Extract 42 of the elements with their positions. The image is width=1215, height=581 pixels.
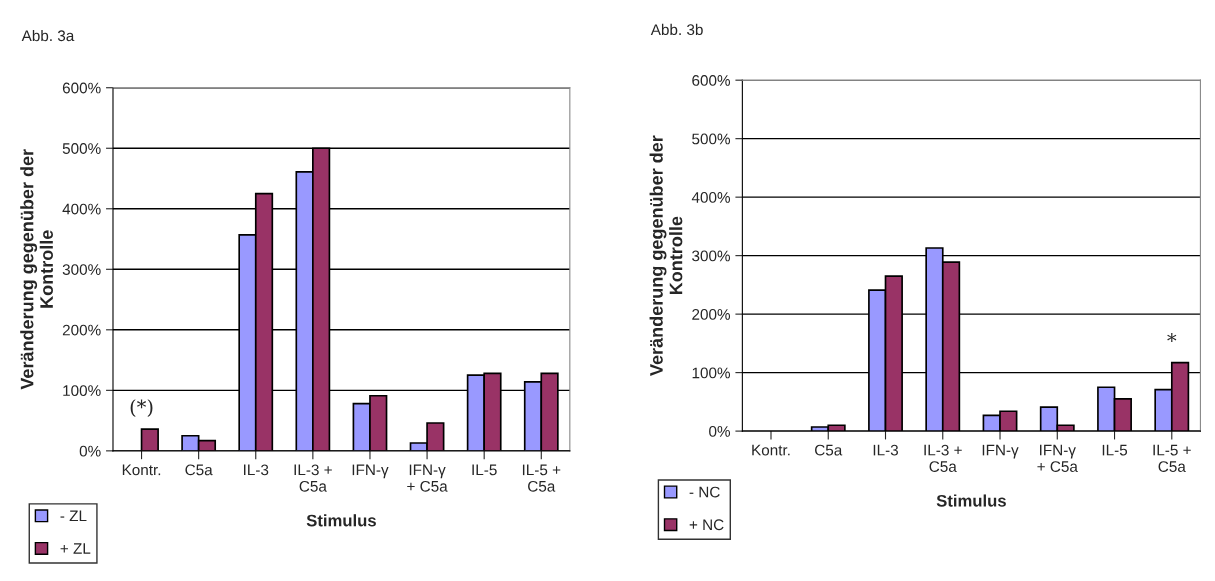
chart-title: Abb. 3a — [21, 29, 75, 42]
x-axis-title: Stimulus — [936, 494, 1006, 507]
x-axis-title: Stimulus — [306, 514, 376, 527]
x-tick-label: Kontr. — [752, 444, 790, 456]
y-tick-label: 200% — [62, 324, 101, 336]
y-tick-label: 500% — [62, 143, 101, 154]
y-tick-label: 600% — [692, 75, 731, 86]
x-tick-label: IFN-γ + C5a — [407, 464, 448, 492]
y-axis-title: Veränderung gegenüber der Kontrolle — [20, 149, 53, 390]
y-tick-label: 300% — [62, 264, 101, 275]
legend-label: - ZL — [60, 510, 87, 522]
y-tick-label: 400% — [691, 192, 731, 203]
y-tick-label: 400% — [62, 203, 101, 215]
y-tick-label: 200% — [692, 308, 731, 320]
y-tick-label: 0% — [709, 425, 731, 437]
x-tick-label: IL-5 — [1102, 444, 1128, 456]
y-tick-label: 300% — [692, 250, 731, 262]
annotation: * — [1167, 333, 1177, 342]
x-tick-label: Kontr. — [122, 464, 161, 476]
x-tick-label: IL-3 + C5a — [294, 464, 332, 492]
x-tick-label: IL-3 — [244, 464, 269, 476]
x-tick-label: C5a — [815, 444, 843, 456]
x-tick-label: IL-5 + C5a — [1153, 444, 1191, 472]
y-axis-title: Veränderung gegenüber der Kontrolle — [649, 135, 683, 376]
x-tick-label: C5a — [185, 464, 213, 476]
y-tick-label: 500% — [692, 133, 731, 145]
x-tick-label: IFN-γ + C5a — [1037, 444, 1078, 472]
legend-label: + ZL — [60, 543, 91, 554]
x-tick-label: IL-3 + C5a — [924, 444, 962, 472]
x-tick-label: IFN-γ — [982, 444, 1019, 459]
legend-label: + NC — [689, 519, 724, 531]
x-tick-label: IL-3 — [873, 444, 898, 456]
y-tick-label: 100% — [692, 367, 731, 379]
x-tick-label: IL-5 + C5a — [522, 464, 561, 492]
y-tick-label: 100% — [63, 385, 101, 397]
x-tick-label: IFN-γ — [352, 464, 389, 479]
y-tick-label: 600% — [62, 82, 101, 94]
legend-label: - NC — [689, 486, 720, 498]
annotation: (*) — [130, 399, 153, 417]
chart-title: Abb. 3b — [650, 23, 703, 36]
y-tick-label: 0% — [79, 445, 101, 457]
x-tick-label: IL-5 — [472, 464, 497, 476]
